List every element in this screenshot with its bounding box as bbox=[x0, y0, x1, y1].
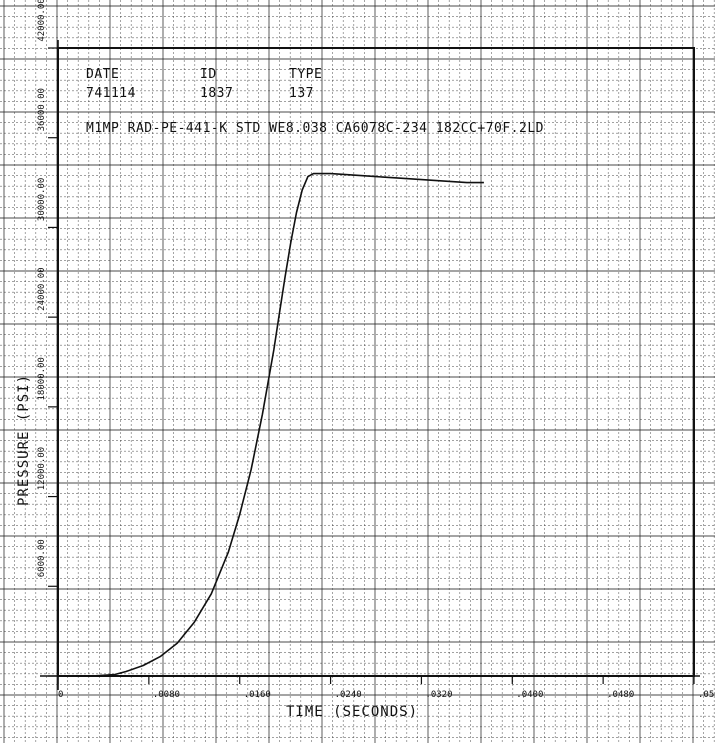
x-axis-title: TIME (SECONDS) bbox=[286, 704, 418, 720]
axes bbox=[40, 40, 700, 690]
y-axis-title: PRESSURE (PSI) bbox=[16, 374, 32, 506]
x-tick-label: .0240 bbox=[335, 690, 362, 700]
x-tick-label: .0320 bbox=[425, 690, 452, 700]
y-tick-label: 12000.00 bbox=[37, 447, 47, 490]
id-value: 1837 bbox=[200, 86, 233, 101]
date-label: DATE bbox=[86, 67, 119, 82]
x-tick-label: 0 bbox=[58, 690, 63, 700]
y-tick-label: 18000.00 bbox=[37, 357, 47, 400]
date-value: 741114 bbox=[86, 86, 136, 101]
y-tick-label: 6000.00 bbox=[37, 539, 47, 577]
type-value: 137 bbox=[289, 86, 314, 101]
pressure-series-line bbox=[58, 172, 484, 677]
y-tick-label: 42000.00 bbox=[37, 0, 47, 42]
chart-header: DATE ID TYPE 741114 1837 137 M1MP RAD-PE… bbox=[86, 67, 544, 136]
series-layer bbox=[58, 172, 484, 677]
plot-frame bbox=[57, 47, 695, 677]
y-tick-label: 24000.00 bbox=[37, 267, 47, 310]
x-tick-label: .0080 bbox=[153, 690, 180, 700]
x-tick-label: .0160 bbox=[244, 690, 271, 700]
x-tick-label: .0480 bbox=[607, 690, 634, 700]
y-tick-labels: 6000.00 12000.00 18000.00 24000.00 30000.00 3… bbox=[37, 0, 58, 677]
id-label: ID bbox=[200, 67, 217, 82]
y-tick-label: 30000.00 bbox=[37, 178, 47, 221]
description-line: M1MP RAD-PE-441-K STD WE8.038 CA6078C-23… bbox=[86, 121, 544, 136]
y-tick-label: 36000.00 bbox=[37, 88, 47, 131]
type-label: TYPE bbox=[289, 67, 322, 82]
x-tick-label: .0400 bbox=[516, 690, 543, 700]
